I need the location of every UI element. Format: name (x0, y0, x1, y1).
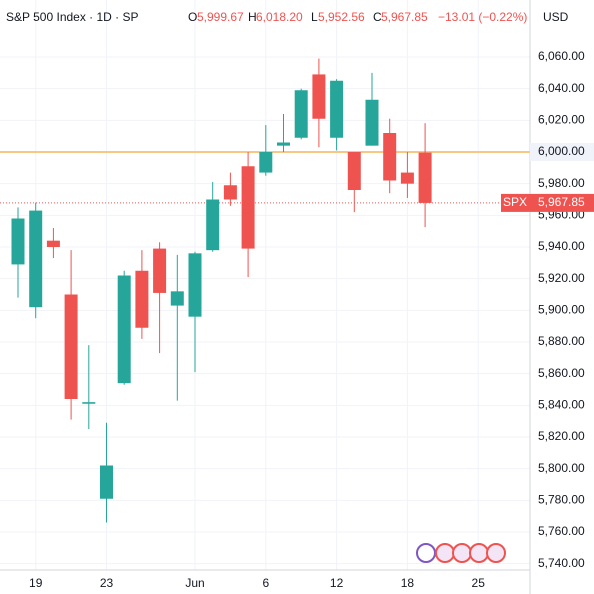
candle-body (330, 80, 344, 138)
candle-body (418, 152, 432, 203)
y-tick-label: 5,980.00 (538, 176, 585, 190)
y-tick-label: 5,880.00 (538, 334, 585, 348)
y-tick-label: 5,760.00 (538, 524, 585, 538)
candle-body (117, 275, 131, 384)
candle-body (347, 152, 361, 190)
candle-body (400, 172, 414, 184)
x-tick-label: 25 (472, 576, 486, 590)
flag-icons (416, 543, 506, 563)
header-high: 6,018.20 (256, 10, 303, 24)
hline-label-box (530, 143, 594, 161)
marks (11, 58, 432, 523)
y-tick-label: 6,040.00 (538, 81, 585, 95)
y-tick-label: 5,940.00 (538, 239, 585, 253)
candle-body (312, 74, 326, 119)
y-tick-label: 5,900.00 (538, 303, 585, 317)
candle-body (206, 199, 220, 251)
currency: USD (543, 10, 569, 24)
candle-body (29, 210, 43, 308)
candle-body (82, 402, 96, 404)
candle-body (46, 240, 60, 247)
header-o: O (188, 10, 197, 24)
candle-body (277, 142, 290, 146)
candle-body (294, 90, 308, 138)
x-tick-label: 23 (100, 576, 114, 590)
y-tick-label: 5,800.00 (538, 461, 585, 475)
candle-body (153, 248, 167, 293)
candle-body (365, 99, 379, 146)
candle-body (135, 270, 149, 328)
candle-body (383, 133, 397, 181)
header-h: H (248, 10, 257, 24)
y-tick-label: 5,740.00 (538, 556, 585, 570)
price-name-box (501, 193, 530, 212)
y-tick-label: 6,020.00 (538, 113, 585, 127)
y-tick-label: 5,780.00 (538, 493, 585, 507)
candle-body (170, 291, 184, 306)
y-tick-label: 5,820.00 (538, 429, 585, 443)
y-tick-label: 5,860.00 (538, 366, 585, 380)
header-l: L (311, 10, 318, 24)
x-tick-label: 12 (330, 576, 344, 590)
header-c: C (373, 10, 382, 24)
header-open: 5,999.67 (197, 10, 244, 24)
y-tick-label: 6,060.00 (538, 49, 585, 63)
candle-body (64, 294, 78, 399)
candle-body (188, 253, 202, 317)
candle-body (259, 152, 273, 173)
y-tick-label: 5,920.00 (538, 271, 585, 285)
candle-body (241, 166, 255, 249)
x-tick-label: 18 (401, 576, 415, 590)
header-low: 5,952.56 (318, 10, 365, 24)
price-label: 5,967.85 (538, 195, 585, 209)
header-close: 5,967.85 (381, 10, 428, 24)
x-tick-label: 6 (262, 576, 269, 590)
candle-body (223, 185, 237, 200)
candle-body (100, 465, 113, 499)
header-change: −13.01 (−0.22%) (438, 10, 527, 24)
price-label-box (530, 193, 594, 212)
y-tick-label: 5,840.00 (538, 398, 585, 412)
candle-body (11, 218, 25, 265)
price-name: SPX (503, 195, 527, 209)
hline-label: 6,000.00 (538, 144, 585, 158)
x-tick-label: Jun (185, 576, 204, 590)
x-tick-label: 19 (29, 576, 43, 590)
header-title: S&P 500 Index · 1D · SP (6, 10, 139, 24)
